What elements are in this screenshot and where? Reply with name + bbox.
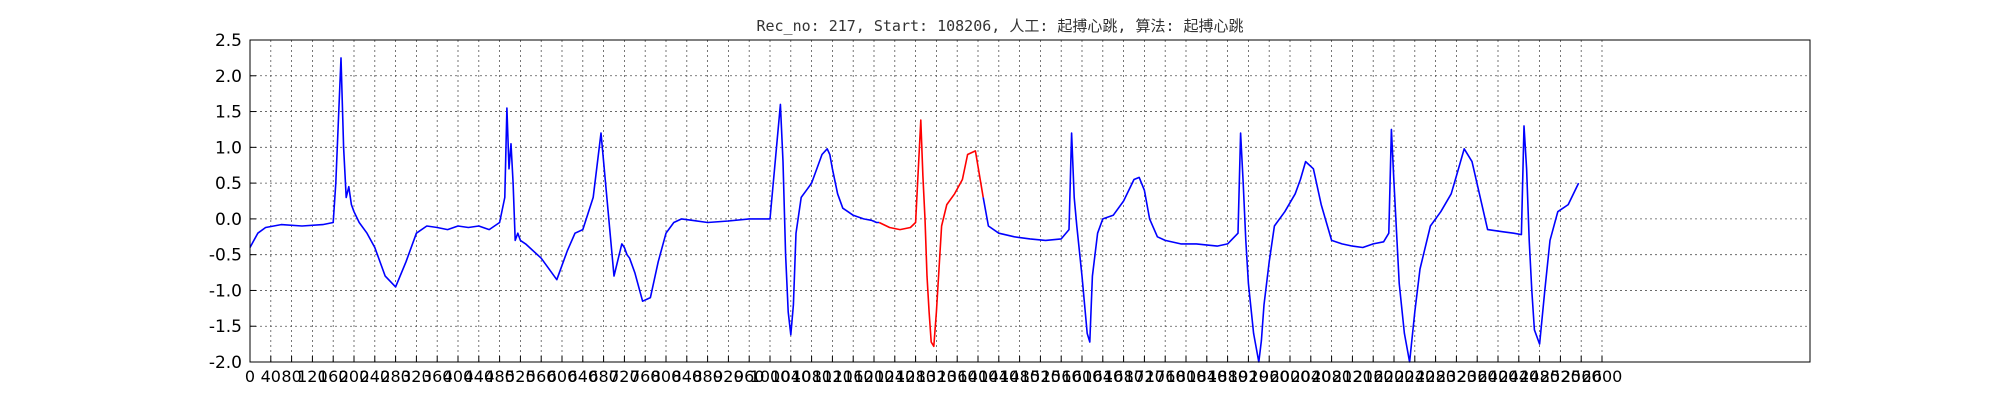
x-tick-label: 1000 — [750, 367, 791, 386]
x-tick-label: 2120 — [1332, 367, 1373, 386]
y-tick-label: -1.0 — [209, 281, 242, 301]
x-tick-label: 2240 — [1394, 367, 1435, 386]
x-tick-label: 1320 — [916, 367, 957, 386]
x-tick-label: 880 — [692, 367, 723, 386]
x-tick-label: 1200 — [854, 367, 895, 386]
y-axis-ticks: -2.0 -1.5 -1.0 -0.5 0.0 0.5 1.0 1.5 2.0 2.5 — [209, 31, 256, 373]
x-tick-label: 600 — [547, 367, 578, 386]
x-tick-label: 480 — [484, 367, 515, 386]
y-tick-label: 2.5 — [215, 31, 242, 51]
y-tick-label: 0.5 — [215, 174, 242, 194]
x-tick-label: 1400 — [958, 367, 999, 386]
x-tick-label: 1720 — [1124, 367, 1165, 386]
x-tick-label: 320 — [401, 367, 432, 386]
x-tick-label: 640 — [568, 367, 599, 386]
plot-frame — [249, 39, 1811, 363]
x-tick-label: 280 — [380, 367, 411, 386]
x-tick-label: 560 — [526, 367, 557, 386]
series-group — [249, 57, 1580, 363]
x-tick-label: 120 — [297, 367, 328, 386]
x-tick-label: 1800 — [1166, 367, 1207, 386]
x-tick-label: 2000 — [1270, 367, 1311, 386]
x-tick-label: 40 — [261, 367, 281, 386]
x-tick-label: 1280 — [895, 367, 936, 386]
x-tick-label: 1040 — [770, 367, 811, 386]
x-tick-label: 2480 — [1519, 367, 1560, 386]
x-tick-label: 1160 — [833, 367, 874, 386]
x-tick-label: 440 — [464, 367, 495, 386]
x-tick-label: 2440 — [1498, 367, 1539, 386]
x-tick-label: 2080 — [1311, 367, 1352, 386]
x-tick-label: 1680 — [1103, 367, 1144, 386]
x-tick-label: 160 — [318, 367, 349, 386]
chart-title: Rec_no: 217, Start: 108206, 人工: 起搏心跳, 算法… — [756, 17, 1243, 35]
x-tick-label: 760 — [630, 367, 661, 386]
x-tick-label: 400 — [443, 367, 474, 386]
y-tick-label: 1.0 — [215, 138, 242, 158]
x-tick-label: 2160 — [1353, 367, 1394, 386]
y-tick-label: -0.5 — [209, 246, 242, 266]
x-tick-label: 1600 — [1062, 367, 1103, 386]
y-tick-label: 1.5 — [215, 103, 242, 123]
x-tick-label: 1880 — [1207, 367, 1248, 386]
x-tick-label: 920 — [713, 367, 744, 386]
x-tick-label: 2360 — [1457, 367, 1498, 386]
x-tick-label: 2280 — [1415, 367, 1456, 386]
x-tick-label: 1520 — [1020, 367, 1061, 386]
grid — [249, 39, 1810, 363]
x-tick-label: 800 — [651, 367, 682, 386]
x-tick-label: 1440 — [978, 367, 1019, 386]
y-tick-label: 0.0 — [215, 210, 242, 230]
x-tick-label: 80 — [281, 367, 301, 386]
x-tick-label: 2560 — [1561, 367, 1602, 386]
ecg-series-line-2 — [982, 125, 1580, 363]
y-tick-label: -1.5 — [209, 317, 242, 337]
x-tick-label: 2320 — [1436, 367, 1477, 386]
x-tick-label: 1920 — [1228, 367, 1269, 386]
x-tick-label: 2400 — [1478, 367, 1519, 386]
x-tick-label: 200 — [339, 367, 370, 386]
y-tick-label: -2.0 — [209, 353, 242, 373]
x-axis-ticks: 0 40 8012016020024028032036040044048052056… — [245, 356, 1622, 386]
x-tick-label: 2040 — [1290, 367, 1331, 386]
x-tick-label: 2600 — [1582, 367, 1623, 386]
x-tick-label: 1960 — [1249, 367, 1290, 386]
x-tick-label: 2520 — [1540, 367, 1581, 386]
x-tick-label: 1120 — [812, 367, 853, 386]
x-tick-label: 240 — [360, 367, 391, 386]
ecg-series-line-1 — [878, 119, 984, 348]
x-tick-label: 1080 — [791, 367, 832, 386]
x-tick-label: 1240 — [874, 367, 915, 386]
x-tick-label: 680 — [588, 367, 619, 386]
x-tick-label: 720 — [609, 367, 640, 386]
x-tick-label: 1480 — [999, 367, 1040, 386]
x-tick-label: 1640 — [1082, 367, 1123, 386]
x-tick-label: 960 — [734, 367, 765, 386]
x-tick-label: 1360 — [937, 367, 978, 386]
y-tick-label: 2.0 — [215, 67, 242, 87]
x-tick-label: 840 — [672, 367, 703, 386]
ecg-series-line-0 — [249, 57, 880, 336]
x-tick-label: 360 — [422, 367, 453, 386]
x-tick-label: 520 — [505, 367, 536, 386]
x-tick-label: 1560 — [1041, 367, 1082, 386]
x-tick-label: 1760 — [1145, 367, 1186, 386]
x-tick-label: 2200 — [1374, 367, 1415, 386]
x-tick-label: 0 — [245, 367, 255, 386]
x-tick-label: 1840 — [1186, 367, 1227, 386]
